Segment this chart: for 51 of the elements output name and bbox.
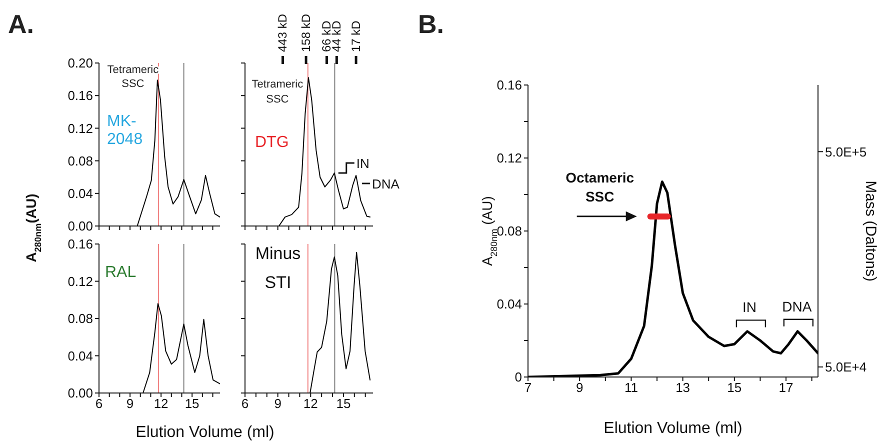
x-tick-label: 13: [676, 380, 690, 396]
y-tick-label: 0.12: [496, 150, 522, 166]
x-tick-label: 15: [336, 396, 351, 412]
x-tick-label: 9: [576, 380, 584, 396]
annotation: DTG: [255, 134, 289, 151]
y-tick-label: 0.08: [496, 224, 522, 239]
annotation: 158 kD: [299, 14, 314, 52]
annotation: Tetrameric SSC: [252, 78, 304, 106]
y-tick-label: 0.20: [68, 56, 93, 71]
annotation: RAL: [105, 264, 136, 281]
y-tick-label: 0.00: [68, 386, 93, 401]
y2-tick-label: 5.0E+4: [825, 360, 867, 375]
x-tick-label: 17: [778, 380, 794, 396]
x-tick-label: 9: [274, 396, 282, 412]
x-tick-label: 15: [727, 380, 742, 396]
annotation: MK-2048: [107, 113, 143, 148]
annotation: Octameric SSC: [566, 169, 634, 204]
x-axis-title: Elution Volume (ml): [604, 420, 742, 437]
y-tick-label: 0.04: [68, 348, 93, 364]
chart-title: A.: [8, 9, 34, 39]
y-tick-label: 0: [514, 370, 522, 385]
x-tick-label: 11: [624, 380, 638, 396]
y-tick-label: 0.16: [496, 78, 522, 93]
y-tick-label: 0.08: [68, 153, 93, 168]
y-tick-label: 0.04: [68, 186, 93, 202]
y-tick-label: 0.08: [68, 311, 93, 326]
y-tick-label: 0.16: [68, 88, 93, 104]
chart-title: B.: [418, 9, 444, 39]
y2-tick-label: 5.0E+5: [825, 144, 867, 160]
x-tick-label: 15: [184, 396, 200, 412]
annotation: 443 kD: [276, 14, 290, 52]
y-tick-label: 0.00: [68, 218, 93, 234]
x-tick-label: 7: [524, 380, 532, 396]
y-tick-label: 0.16: [68, 236, 93, 252]
y-tick-label: 0.04: [496, 296, 522, 312]
x-tick-label: 6: [241, 396, 249, 412]
annotation: Minus STI: [255, 244, 301, 292]
annotation: 17 kD: [349, 20, 364, 52]
annotation: DNA: [782, 298, 812, 314]
annotation: DNA: [372, 176, 400, 192]
x-tick-label: 9: [126, 396, 134, 412]
y-tick-label: 0.12: [68, 120, 93, 136]
x-tick-label: 12: [154, 396, 168, 412]
x-axis-title: Elution Volume (ml): [136, 424, 274, 441]
y2-axis-title: Mass (Daltons): [862, 180, 879, 282]
x-tick-label: 6: [95, 396, 103, 412]
y-tick-label: 0.12: [68, 274, 93, 289]
x-tick-label: 12: [303, 396, 318, 412]
annotation: IN: [742, 299, 756, 316]
annotation: 44 kD: [330, 20, 344, 52]
annotation: IN: [356, 156, 370, 172]
